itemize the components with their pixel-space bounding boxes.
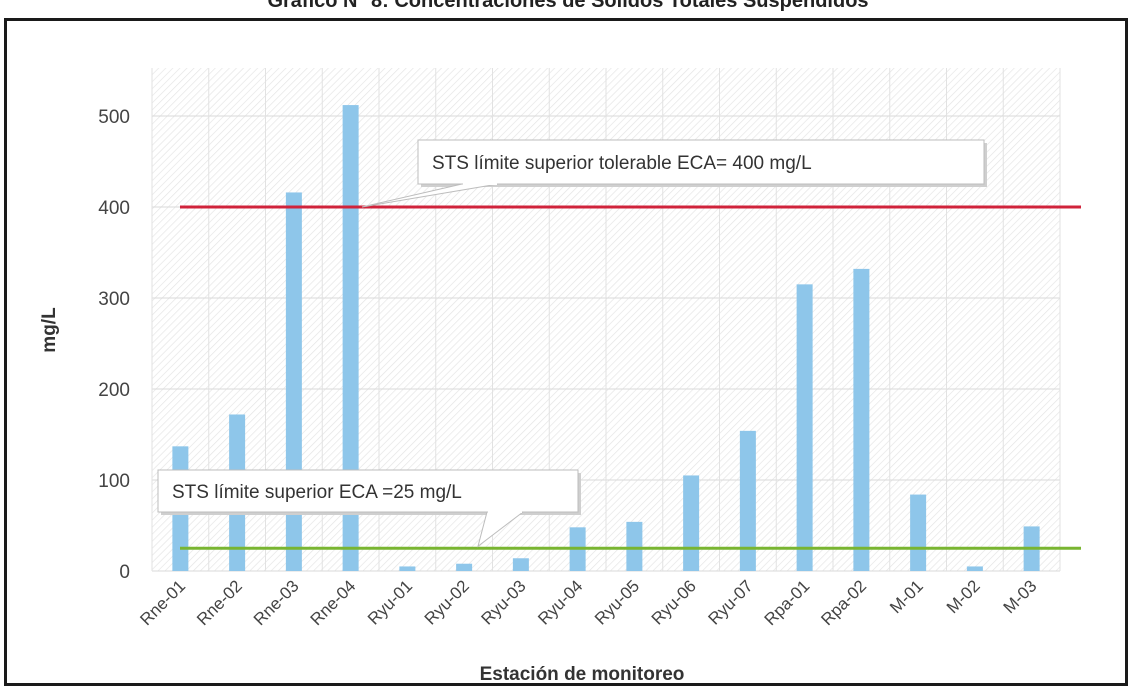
y-tick-label: 0 bbox=[119, 562, 130, 583]
x-tick-label: Rpa-02 bbox=[817, 576, 870, 629]
x-tick-label: Rpa-01 bbox=[761, 576, 814, 629]
y-tick-label: 400 bbox=[98, 198, 130, 219]
x-tick-label: Rne-03 bbox=[250, 576, 303, 629]
x-tick-label: Ryu-04 bbox=[534, 576, 586, 628]
bar bbox=[626, 521, 643, 571]
callout-box bbox=[157, 469, 579, 513]
x-tick-label: Ryu-06 bbox=[648, 576, 700, 628]
y-tick-label: 300 bbox=[98, 289, 130, 310]
x-tick-label: M-03 bbox=[1000, 576, 1041, 617]
chart-title: Gráfico N° 8: Concentraciones de Sólidos… bbox=[267, 0, 869, 12]
bar bbox=[342, 105, 359, 571]
callout-box bbox=[417, 139, 985, 185]
y-tick-label: 100 bbox=[98, 471, 130, 492]
bar bbox=[512, 558, 529, 571]
y-tick-label: 500 bbox=[98, 107, 130, 128]
bar bbox=[966, 566, 983, 571]
x-tick-label: M-02 bbox=[943, 576, 984, 617]
annotations: STS límite superior tolerable ECA= 400 m… bbox=[157, 139, 987, 548]
x-tick-label: Ryu-03 bbox=[478, 576, 530, 628]
x-tick-label: Rne-04 bbox=[307, 576, 360, 629]
annotation-upper: STS límite superior ECA =25 mg/L bbox=[157, 469, 581, 548]
x-tick-label: Ryu-01 bbox=[364, 576, 416, 628]
bar bbox=[796, 284, 813, 571]
x-tick-label: Ryu-05 bbox=[591, 576, 643, 628]
x-tick-label: Ryu-07 bbox=[705, 576, 757, 628]
x-axis-label: Estación de monitoreo bbox=[480, 664, 685, 685]
x-tick-label: Rne-02 bbox=[193, 576, 246, 629]
callout-text: STS límite superior ECA =25 mg/L bbox=[172, 482, 462, 503]
bar bbox=[399, 566, 416, 571]
reference-lines bbox=[180, 205, 1081, 550]
bar bbox=[683, 475, 700, 571]
x-tick-label: Ryu-02 bbox=[421, 576, 473, 628]
bar bbox=[456, 563, 473, 571]
annotation-upper-tolerable: STS límite superior tolerable ECA= 400 m… bbox=[361, 139, 987, 208]
callout-text: STS límite superior tolerable ECA= 400 m… bbox=[432, 153, 812, 174]
y-axis-label: mg/L bbox=[39, 307, 60, 353]
x-tick-label: Rne-01 bbox=[136, 576, 189, 629]
bar bbox=[739, 430, 756, 571]
y-tick-label: 200 bbox=[98, 380, 130, 401]
bar bbox=[910, 494, 927, 571]
x-tick-label: M-01 bbox=[886, 576, 927, 617]
bar bbox=[853, 268, 870, 571]
